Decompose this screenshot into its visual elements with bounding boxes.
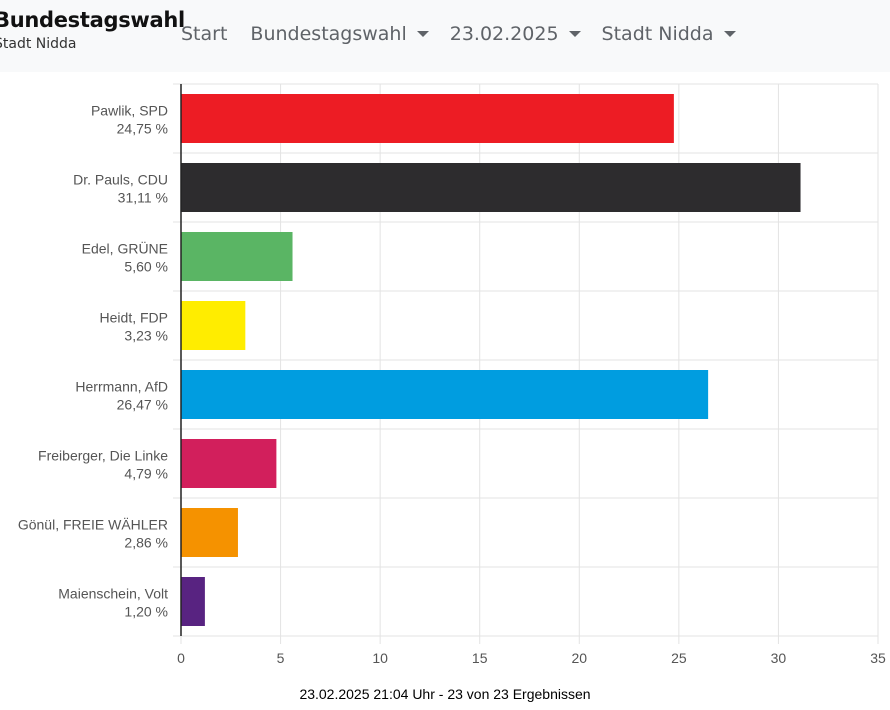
bar bbox=[181, 94, 674, 143]
results-bar-chart: Pawlik, SPD 24,75 % Dr. Pauls, CDU 31,11 % E… bbox=[18, 83, 886, 666]
brand-title[interactable]: Bundestagswahl bbox=[0, 8, 185, 32]
caret-down-icon bbox=[416, 31, 429, 37]
brand[interactable]: Bundestagswahl Stadt Nidda bbox=[0, 8, 185, 52]
category-name-label: Herrmann, AfD bbox=[75, 379, 168, 395]
x-tick-label: 10 bbox=[372, 650, 388, 666]
nav-date-label: 23.02.2025 bbox=[449, 23, 559, 45]
nav-menu: Start Bundestagswahl 23.02.2025 Stadt Ni… bbox=[181, 23, 736, 45]
x-tick-label: 35 bbox=[870, 650, 886, 666]
nav-election-dropdown[interactable]: Bundestagswahl bbox=[250, 23, 429, 45]
brand-subtitle[interactable]: Stadt Nidda bbox=[0, 36, 77, 52]
category-percent-label: 24,75 % bbox=[117, 121, 168, 137]
category-name-label: Pawlik, SPD bbox=[91, 103, 168, 119]
category-percent-label: 1,20 % bbox=[124, 604, 168, 620]
nav-start-link[interactable]: Start bbox=[181, 23, 227, 45]
nav-area-dropdown[interactable]: Stadt Nidda bbox=[602, 23, 736, 45]
bar bbox=[181, 439, 277, 488]
bar bbox=[181, 508, 238, 557]
nav-election-label: Bundestagswahl bbox=[250, 23, 407, 45]
category-name-label: Heidt, FDP bbox=[100, 310, 168, 326]
category-name-label: Maienschein, Volt bbox=[58, 586, 168, 602]
bar bbox=[181, 577, 205, 626]
category-name-label: Edel, GRÜNE bbox=[82, 240, 168, 257]
caret-down-icon bbox=[723, 31, 736, 37]
x-tick-label: 5 bbox=[277, 650, 285, 666]
x-tick-label: 0 bbox=[177, 650, 185, 666]
x-tick-label: 25 bbox=[671, 650, 687, 666]
category-percent-label: 31,11 % bbox=[118, 190, 168, 206]
nav-date-dropdown[interactable]: 23.02.2025 bbox=[450, 23, 581, 45]
caret-down-icon bbox=[568, 31, 581, 37]
category-name-label: Freiberger, Die Linke bbox=[38, 448, 168, 464]
x-tick-label: 30 bbox=[771, 650, 787, 666]
bar bbox=[181, 163, 801, 212]
x-tick-label: 15 bbox=[472, 650, 488, 666]
category-percent-label: 4,79 % bbox=[124, 466, 168, 482]
nav-start-label: Start bbox=[181, 23, 228, 45]
navbar: Bundestagswahl Stadt Nidda Start Bundest… bbox=[0, 0, 890, 72]
bar bbox=[181, 301, 246, 350]
category-name-label: Dr. Pauls, CDU bbox=[73, 172, 168, 188]
category-percent-label: 26,47 % bbox=[117, 397, 168, 413]
x-tick-label: 20 bbox=[571, 650, 587, 666]
nav-area-label: Stadt Nidda bbox=[601, 23, 714, 45]
bar bbox=[181, 232, 293, 281]
category-percent-label: 5,60 % bbox=[124, 259, 168, 275]
category-percent-label: 3,23 % bbox=[124, 328, 168, 344]
category-percent-label: 2,86 % bbox=[124, 535, 168, 551]
chart-footer: 23.02.2025 21:04 Uhr - 23 von 23 Ergebni… bbox=[299, 686, 591, 702]
bar bbox=[181, 370, 709, 419]
category-name-label: Gönül, FREIE WÄHLER bbox=[18, 517, 168, 533]
